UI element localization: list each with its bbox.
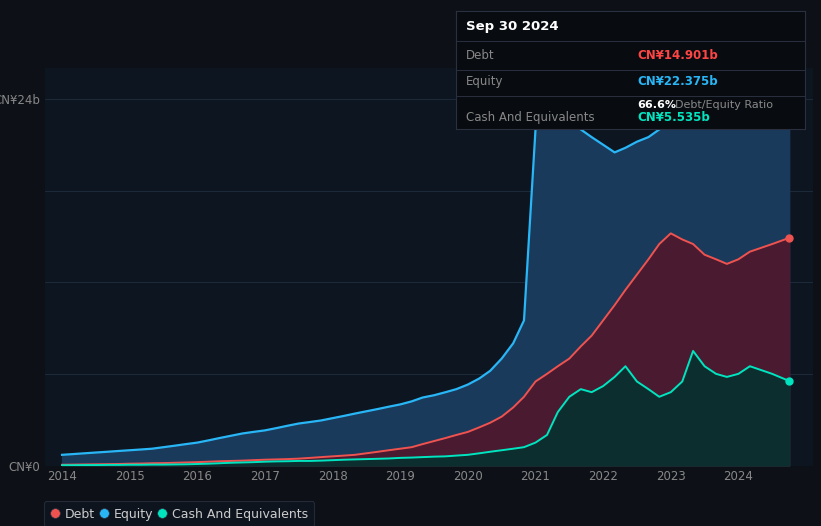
Text: Debt/Equity Ratio: Debt/Equity Ratio [676, 100, 773, 110]
Text: CN¥22.375b: CN¥22.375b [637, 75, 718, 88]
Text: Debt: Debt [466, 49, 495, 62]
Text: Equity: Equity [466, 75, 503, 88]
Text: 66.6%: 66.6% [637, 100, 677, 110]
Legend: Debt, Equity, Cash And Equivalents: Debt, Equity, Cash And Equivalents [44, 501, 314, 526]
Text: Sep 30 2024: Sep 30 2024 [466, 20, 559, 33]
Text: CN¥5.535b: CN¥5.535b [637, 110, 710, 124]
Text: Cash And Equivalents: Cash And Equivalents [466, 110, 594, 124]
Text: CN¥14.901b: CN¥14.901b [637, 49, 718, 62]
